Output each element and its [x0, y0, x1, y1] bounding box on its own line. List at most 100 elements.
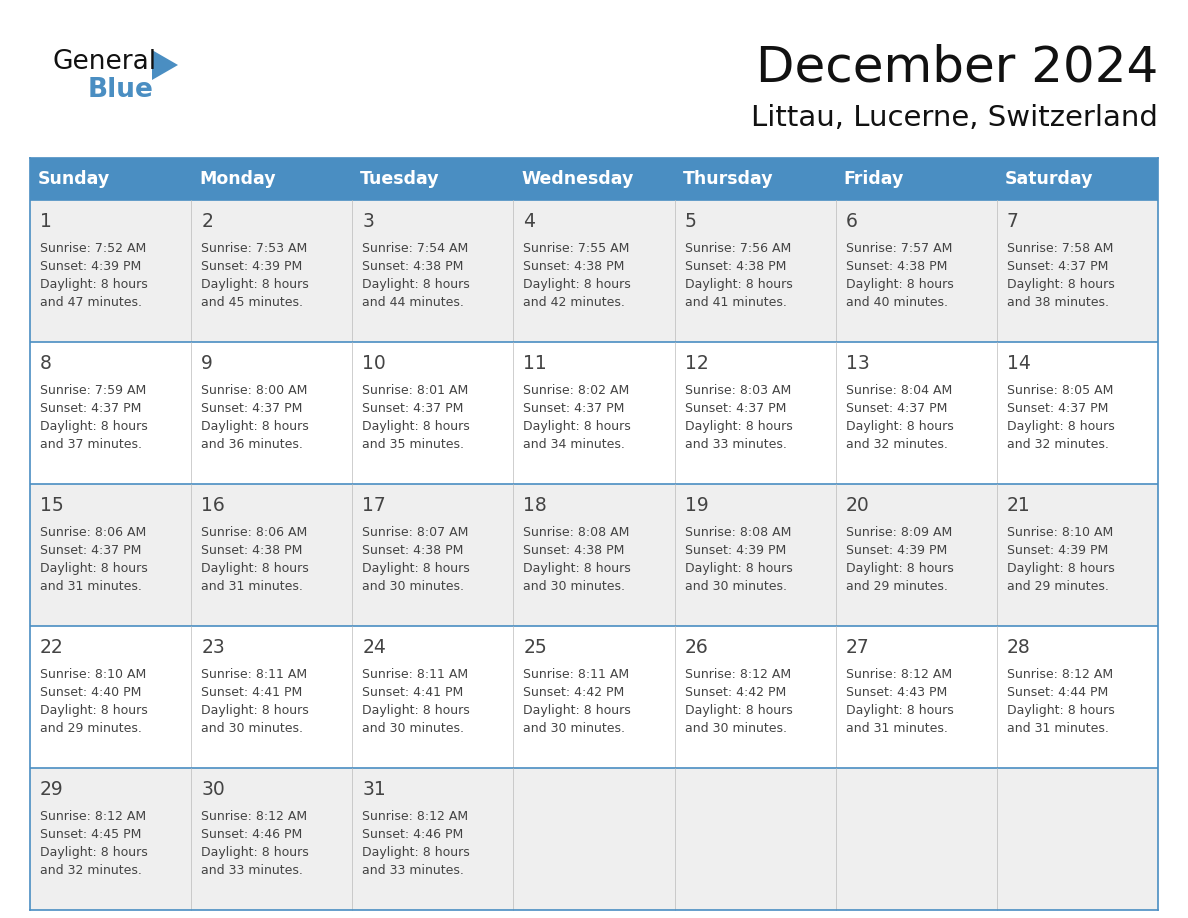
Text: Blue: Blue [88, 77, 154, 103]
Text: Sunset: 4:46 PM: Sunset: 4:46 PM [201, 828, 303, 841]
Text: Daylight: 8 hours: Daylight: 8 hours [684, 420, 792, 433]
Text: Sunrise: 8:12 AM: Sunrise: 8:12 AM [1007, 668, 1113, 681]
Text: and 34 minutes.: and 34 minutes. [524, 438, 625, 451]
Text: Sunrise: 8:02 AM: Sunrise: 8:02 AM [524, 384, 630, 397]
Text: Daylight: 8 hours: Daylight: 8 hours [201, 704, 309, 717]
Text: Sunrise: 8:00 AM: Sunrise: 8:00 AM [201, 384, 308, 397]
Text: Sunrise: 8:11 AM: Sunrise: 8:11 AM [201, 668, 308, 681]
Text: Sunrise: 8:05 AM: Sunrise: 8:05 AM [1007, 384, 1113, 397]
Text: 29: 29 [40, 780, 64, 799]
Text: Daylight: 8 hours: Daylight: 8 hours [40, 562, 147, 575]
Text: and 38 minutes.: and 38 minutes. [1007, 296, 1108, 309]
Text: 28: 28 [1007, 638, 1031, 657]
Text: Daylight: 8 hours: Daylight: 8 hours [1007, 278, 1114, 291]
Text: Daylight: 8 hours: Daylight: 8 hours [524, 704, 631, 717]
Text: Sunrise: 8:07 AM: Sunrise: 8:07 AM [362, 526, 468, 539]
Text: 26: 26 [684, 638, 708, 657]
Text: Daylight: 8 hours: Daylight: 8 hours [201, 278, 309, 291]
Text: Daylight: 8 hours: Daylight: 8 hours [362, 704, 470, 717]
Text: 12: 12 [684, 354, 708, 373]
Text: Sunset: 4:38 PM: Sunset: 4:38 PM [201, 544, 303, 557]
Text: Sunrise: 7:52 AM: Sunrise: 7:52 AM [40, 242, 146, 255]
Text: and 30 minutes.: and 30 minutes. [524, 580, 625, 593]
Text: Daylight: 8 hours: Daylight: 8 hours [362, 562, 470, 575]
Text: and 35 minutes.: and 35 minutes. [362, 438, 465, 451]
Text: Daylight: 8 hours: Daylight: 8 hours [362, 420, 470, 433]
Text: and 33 minutes.: and 33 minutes. [684, 438, 786, 451]
Text: Sunrise: 8:06 AM: Sunrise: 8:06 AM [40, 526, 146, 539]
Text: Daylight: 8 hours: Daylight: 8 hours [201, 420, 309, 433]
Text: 5: 5 [684, 212, 696, 231]
Text: 13: 13 [846, 354, 870, 373]
Bar [30, 484, 1158, 626]
Text: and 29 minutes.: and 29 minutes. [846, 580, 948, 593]
Text: Thursday: Thursday [683, 170, 773, 188]
Polygon shape [152, 50, 178, 80]
Text: Sunrise: 8:10 AM: Sunrise: 8:10 AM [1007, 526, 1113, 539]
Text: Daylight: 8 hours: Daylight: 8 hours [846, 278, 954, 291]
Text: 1: 1 [40, 212, 52, 231]
Text: and 31 minutes.: and 31 minutes. [40, 580, 141, 593]
Text: Sunrise: 7:58 AM: Sunrise: 7:58 AM [1007, 242, 1113, 255]
Text: 23: 23 [201, 638, 225, 657]
Text: Sunset: 4:37 PM: Sunset: 4:37 PM [40, 544, 141, 557]
Text: Sunrise: 8:03 AM: Sunrise: 8:03 AM [684, 384, 791, 397]
Text: Sunset: 4:37 PM: Sunset: 4:37 PM [1007, 402, 1108, 415]
Text: 7: 7 [1007, 212, 1019, 231]
Text: Tuesday: Tuesday [360, 170, 440, 188]
Text: 16: 16 [201, 496, 225, 515]
Text: Sunrise: 8:11 AM: Sunrise: 8:11 AM [362, 668, 468, 681]
Bar [30, 200, 1158, 342]
Text: Sunrise: 8:01 AM: Sunrise: 8:01 AM [362, 384, 468, 397]
Text: Sunrise: 8:11 AM: Sunrise: 8:11 AM [524, 668, 630, 681]
Text: 9: 9 [201, 354, 213, 373]
Text: Sunset: 4:37 PM: Sunset: 4:37 PM [524, 402, 625, 415]
Text: 31: 31 [362, 780, 386, 799]
Text: and 32 minutes.: and 32 minutes. [846, 438, 948, 451]
Text: and 44 minutes.: and 44 minutes. [362, 296, 465, 309]
Text: 21: 21 [1007, 496, 1031, 515]
Text: 6: 6 [846, 212, 858, 231]
Text: Daylight: 8 hours: Daylight: 8 hours [846, 704, 954, 717]
Text: and 33 minutes.: and 33 minutes. [201, 864, 303, 877]
Text: Sunset: 4:38 PM: Sunset: 4:38 PM [524, 260, 625, 273]
Text: Daylight: 8 hours: Daylight: 8 hours [40, 846, 147, 859]
Text: Sunset: 4:41 PM: Sunset: 4:41 PM [362, 686, 463, 699]
Text: Daylight: 8 hours: Daylight: 8 hours [684, 704, 792, 717]
Text: Sunset: 4:41 PM: Sunset: 4:41 PM [201, 686, 303, 699]
Text: Sunrise: 8:10 AM: Sunrise: 8:10 AM [40, 668, 146, 681]
Text: Daylight: 8 hours: Daylight: 8 hours [40, 420, 147, 433]
Text: 25: 25 [524, 638, 548, 657]
Text: Daylight: 8 hours: Daylight: 8 hours [846, 562, 954, 575]
Text: 4: 4 [524, 212, 536, 231]
Text: and 37 minutes.: and 37 minutes. [40, 438, 143, 451]
Text: Sunset: 4:43 PM: Sunset: 4:43 PM [846, 686, 947, 699]
Text: and 29 minutes.: and 29 minutes. [40, 722, 141, 735]
Text: Daylight: 8 hours: Daylight: 8 hours [524, 562, 631, 575]
Text: Sunrise: 7:59 AM: Sunrise: 7:59 AM [40, 384, 146, 397]
Text: and 30 minutes.: and 30 minutes. [362, 722, 465, 735]
Text: Sunday: Sunday [38, 170, 110, 188]
Text: Daylight: 8 hours: Daylight: 8 hours [201, 846, 309, 859]
Text: 24: 24 [362, 638, 386, 657]
Text: and 31 minutes.: and 31 minutes. [846, 722, 948, 735]
Text: General: General [52, 49, 156, 75]
Text: Sunrise: 8:06 AM: Sunrise: 8:06 AM [201, 526, 308, 539]
Text: Daylight: 8 hours: Daylight: 8 hours [684, 278, 792, 291]
Text: Friday: Friday [843, 170, 904, 188]
Text: Daylight: 8 hours: Daylight: 8 hours [201, 562, 309, 575]
Text: 14: 14 [1007, 354, 1031, 373]
Text: Sunrise: 8:12 AM: Sunrise: 8:12 AM [846, 668, 952, 681]
Text: 17: 17 [362, 496, 386, 515]
Text: Daylight: 8 hours: Daylight: 8 hours [362, 846, 470, 859]
Text: Sunrise: 7:53 AM: Sunrise: 7:53 AM [201, 242, 308, 255]
Text: and 30 minutes.: and 30 minutes. [684, 580, 786, 593]
Text: Sunset: 4:38 PM: Sunset: 4:38 PM [362, 260, 463, 273]
Text: and 31 minutes.: and 31 minutes. [201, 580, 303, 593]
Text: Sunrise: 8:12 AM: Sunrise: 8:12 AM [684, 668, 791, 681]
Text: 8: 8 [40, 354, 52, 373]
Text: 27: 27 [846, 638, 870, 657]
Text: Daylight: 8 hours: Daylight: 8 hours [1007, 420, 1114, 433]
Text: Sunset: 4:39 PM: Sunset: 4:39 PM [1007, 544, 1108, 557]
Text: 3: 3 [362, 212, 374, 231]
